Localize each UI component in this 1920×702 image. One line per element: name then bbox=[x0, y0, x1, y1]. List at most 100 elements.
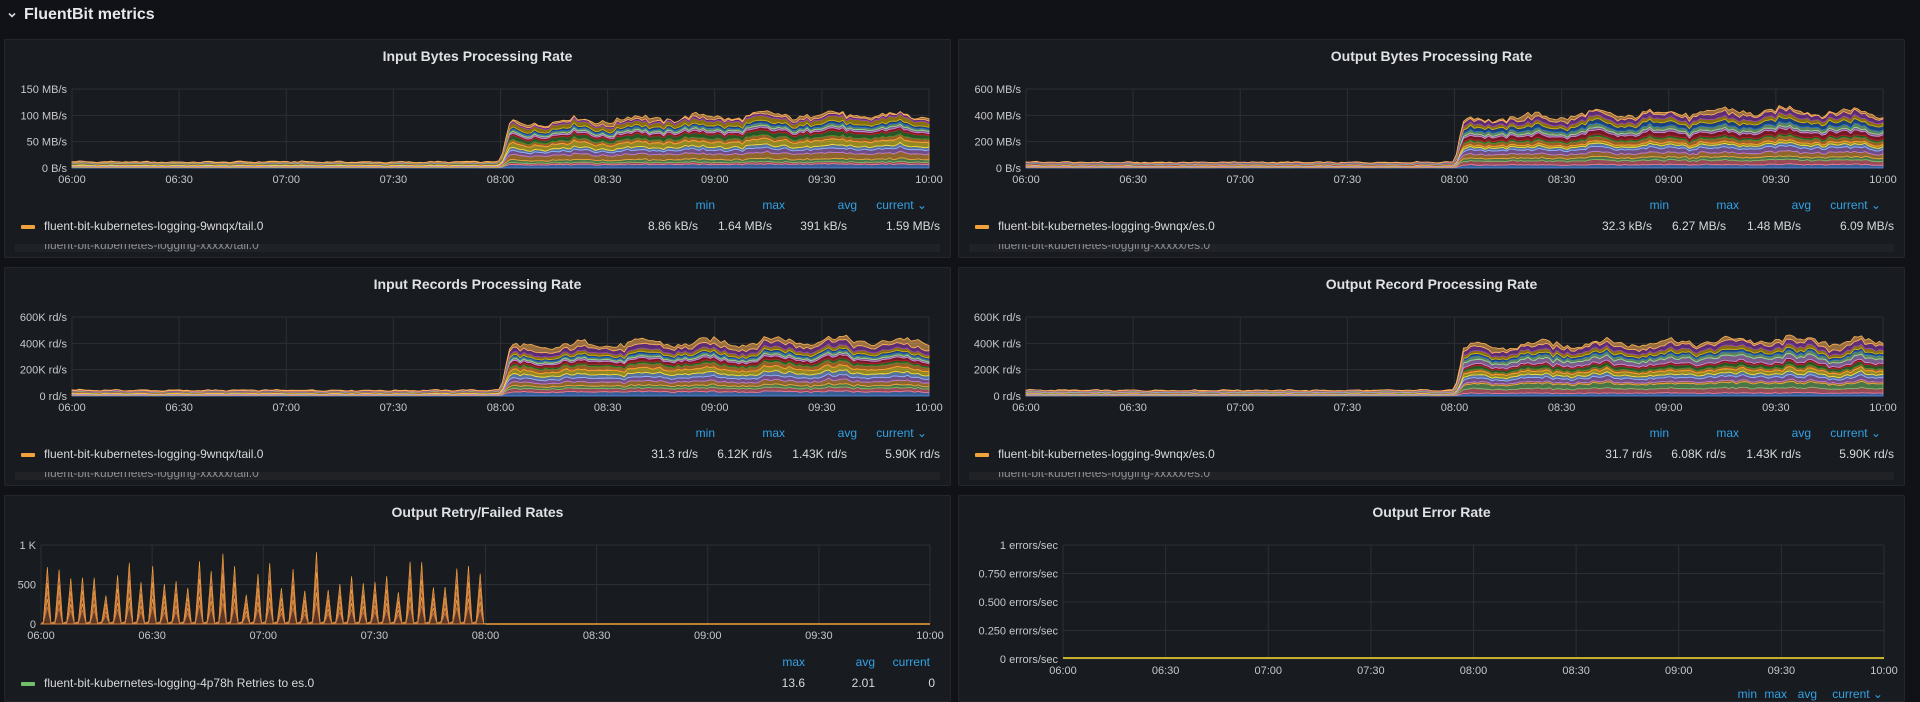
legend-item[interactable]: fluent-bit-kubernetes-logging-9wnqx/es.0… bbox=[959, 219, 1904, 235]
legend-header-avg[interactable]: avg bbox=[837, 426, 857, 440]
stacked-series bbox=[71, 110, 930, 169]
legend-header-max[interactable]: max bbox=[1716, 426, 1739, 440]
legend-header-max[interactable]: max bbox=[1716, 198, 1739, 212]
value-max: 6.08K rd/s bbox=[1671, 447, 1726, 461]
legend-item[interactable]: fluent-bit-kubernetes-logging-9wnqx/es.0… bbox=[959, 447, 1904, 463]
series-name[interactable]: fluent-bit-kubernetes-logging-9wnqx/es.0 bbox=[998, 447, 1215, 461]
stacked-area-chart: 600 MB/s 400 MB/s 200 MB/s 0 B/s06:00 06:30 0… bbox=[975, 84, 1897, 186]
panel-title[interactable]: Output Retry/Failed Rates bbox=[391, 504, 564, 520]
y-tick-label: 600 MB/s bbox=[975, 84, 1022, 96]
x-tick-label: 08:00 bbox=[1460, 665, 1488, 677]
panel-output-bytes-rate[interactable]: Output Bytes Processing Rate 600 MB/s 400… bbox=[958, 39, 1905, 258]
legend-item-clipped: fluent-bit-kubernetes-logging-xxxxx/es.0 bbox=[969, 244, 1894, 252]
series-name: fluent-bit-kubernetes-logging-xxxxx/tail… bbox=[44, 244, 259, 252]
legend-header-avg[interactable]: avg bbox=[1797, 687, 1817, 701]
legend-header-current[interactable]: current ⌄ bbox=[1832, 687, 1883, 701]
panel-input-records-rate[interactable]: Input Records Processing Rate 600K rd/s 4… bbox=[4, 267, 951, 486]
x-tick-label: 07:00 bbox=[272, 174, 300, 186]
series-name[interactable]: fluent-bit-kubernetes-logging-4p78h Retr… bbox=[44, 676, 315, 690]
x-tick-label: 09:30 bbox=[1762, 402, 1790, 414]
grid: 1 errors/sec 0.750 errors/sec 0.500 errors… bbox=[979, 540, 1898, 677]
legend-header-min[interactable]: min bbox=[1649, 198, 1669, 212]
value-avg: 2.01 bbox=[851, 676, 875, 690]
x-tick-label: 09:30 bbox=[808, 174, 836, 186]
chevron-down-icon[interactable] bbox=[6, 9, 18, 21]
legend-item[interactable]: fluent-bit-kubernetes-logging-9wnqx/tail… bbox=[5, 219, 950, 235]
x-tick-label: 09:30 bbox=[1768, 665, 1796, 677]
series-area bbox=[1025, 334, 1884, 392]
row-header[interactable]: FluentBit metrics bbox=[6, 4, 155, 26]
x-tick-label: 07:00 bbox=[272, 402, 300, 414]
x-tick-label: 09:00 bbox=[1655, 402, 1683, 414]
x-tick-label: 09:00 bbox=[701, 174, 729, 186]
legend-header-avg[interactable]: avg bbox=[1791, 426, 1811, 440]
panel-input-bytes-rate[interactable]: Input Bytes Processing Rate 150 MB/s 100 … bbox=[4, 39, 951, 258]
value-current: 5.90K rd/s bbox=[885, 447, 940, 461]
value-avg: 1.48 MB/s bbox=[1746, 219, 1801, 233]
panel-output-records-rate[interactable]: Output Record Processing Rate 600K rd/s 4… bbox=[958, 267, 1905, 486]
legend-header-current[interactable]: current ⌄ bbox=[876, 198, 927, 212]
stacked-area-chart: 150 MB/s 100 MB/s 50 MB/s 0 B/s06:00 06:30 07… bbox=[21, 84, 943, 186]
stacked-series bbox=[71, 334, 930, 397]
legend-header-min[interactable]: min bbox=[695, 426, 715, 440]
legend-header-avg[interactable]: avg bbox=[837, 198, 857, 212]
area-chart: 1 K 500 006:00 06:30 07:00 07:30 08:00 08:30 09:… bbox=[18, 540, 944, 642]
x-tick-label: 09:00 bbox=[694, 630, 722, 642]
value-avg: 1.43K rd/s bbox=[792, 447, 847, 461]
legend-header-current[interactable]: current ⌄ bbox=[1830, 198, 1881, 212]
legend-header-max[interactable]: max bbox=[762, 426, 785, 440]
panel-output-retry-failed-rates[interactable]: Output Retry/Failed Rates 1 K 500 0 06:00 06… bbox=[4, 495, 951, 702]
legend-header-avg[interactable]: avg bbox=[855, 655, 875, 669]
y-tick-label: 400K rd/s bbox=[974, 338, 1022, 350]
legend-header-current[interactable]: current ⌄ bbox=[1830, 426, 1881, 440]
panel-title[interactable]: Output Record Processing Rate bbox=[1325, 276, 1538, 292]
legend-header-min[interactable]: min bbox=[1649, 426, 1669, 440]
x-tick-label: 06:30 bbox=[138, 630, 166, 642]
x-tick-label: 06:00 bbox=[1012, 174, 1040, 186]
panel-output-error-rate[interactable]: Output Error Rate 1 errors/sec 0.750 erro… bbox=[958, 495, 1905, 702]
legend-item[interactable]: fluent-bit-kubernetes-logging-9wnqx/tail… bbox=[5, 447, 950, 463]
y-tick-label: 200K rd/s bbox=[20, 365, 68, 377]
y-tick-label: 0 B/s bbox=[42, 163, 68, 175]
panel-title[interactable]: Output Error Rate bbox=[1372, 504, 1491, 520]
legend-item-clipped: fluent-bit-kubernetes-logging-xxxxx/tail… bbox=[15, 472, 940, 480]
series-name[interactable]: fluent-bit-kubernetes-logging-9wnqx/es.0 bbox=[998, 219, 1215, 233]
legend-header-min[interactable]: min bbox=[695, 198, 715, 212]
series-color-swatch bbox=[21, 453, 35, 457]
panel-title[interactable]: Input Records Processing Rate bbox=[373, 276, 582, 292]
panel-title[interactable]: Output Bytes Processing Rate bbox=[1330, 48, 1533, 64]
series-area bbox=[71, 110, 930, 164]
series-name[interactable]: fluent-bit-kubernetes-logging-9wnqx/tail… bbox=[44, 447, 264, 461]
y-tick-label: 0.500 errors/sec bbox=[979, 597, 1059, 609]
value-min: 31.7 rd/s bbox=[1605, 447, 1652, 461]
stacked-area-chart: 600K rd/s 400K rd/s 200K rd/s 0 rd/s06:00 06… bbox=[974, 312, 1897, 414]
legend-header-current[interactable]: current ⌄ bbox=[876, 426, 927, 440]
value-max: 6.12K rd/s bbox=[717, 447, 772, 461]
y-tick-label: 400K rd/s bbox=[20, 338, 68, 350]
legend-item[interactable]: fluent-bit-kubernetes-logging-4p78h Retr… bbox=[5, 676, 950, 692]
x-tick-label: 10:00 bbox=[1869, 174, 1897, 186]
panel-title[interactable]: Input Bytes Processing Rate bbox=[382, 48, 573, 64]
legend-header-current[interactable]: current bbox=[892, 655, 930, 669]
x-tick-label: 06:00 bbox=[58, 174, 86, 186]
x-tick-label: 10:00 bbox=[1869, 402, 1897, 414]
value-current: 0 bbox=[928, 676, 935, 690]
y-tick-label: 500 bbox=[18, 580, 36, 592]
stacked-series bbox=[1025, 104, 1884, 169]
series-area bbox=[40, 602, 486, 625]
x-tick-label: 08:30 bbox=[1548, 174, 1576, 186]
legend-header-min[interactable]: min bbox=[1737, 687, 1757, 701]
y-tick-label: 0 B/s bbox=[996, 163, 1022, 175]
legend-header-max[interactable]: max bbox=[782, 655, 805, 669]
row-title[interactable]: FluentBit metrics bbox=[24, 6, 155, 23]
legend-header-avg[interactable]: avg bbox=[1791, 198, 1811, 212]
x-tick-label: 06:30 bbox=[1119, 174, 1147, 186]
legend-header-max[interactable]: max bbox=[1764, 687, 1787, 701]
legend-header-max[interactable]: max bbox=[762, 198, 785, 212]
series-area bbox=[1025, 104, 1884, 164]
x-tick-label: 08:00 bbox=[487, 174, 515, 186]
series-name[interactable]: fluent-bit-kubernetes-logging-9wnqx/tail… bbox=[44, 219, 264, 233]
value-current: 5.90K rd/s bbox=[1839, 447, 1894, 461]
y-tick-label: 0 rd/s bbox=[993, 391, 1021, 403]
x-tick-label: 06:30 bbox=[1152, 665, 1180, 677]
